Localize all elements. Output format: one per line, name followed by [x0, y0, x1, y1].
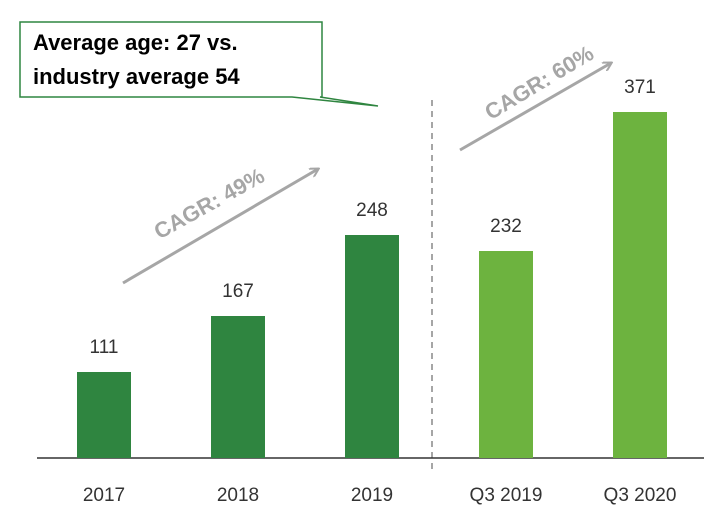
bar — [345, 235, 399, 458]
cagr-label: CAGR: 60% — [480, 40, 598, 124]
value-label: 371 — [624, 77, 656, 98]
x-tick-label: Q3 2020 — [604, 485, 677, 506]
value-label: 111 — [90, 337, 119, 358]
arrow — [122, 169, 318, 285]
x-tick-label: 2017 — [83, 485, 125, 506]
x-tick-label: 2019 — [351, 485, 393, 506]
bar — [77, 372, 131, 458]
callout-box — [19, 21, 379, 107]
bar — [479, 251, 533, 458]
x-tick-label: 2018 — [217, 485, 259, 506]
callout-line: Average age: 27 vs. — [33, 30, 238, 55]
callout-line: industry average 54 — [33, 64, 240, 89]
bar — [613, 112, 667, 458]
bar — [211, 316, 265, 458]
value-label: 232 — [490, 216, 522, 237]
value-label: 248 — [356, 200, 388, 221]
arrow — [459, 63, 611, 152]
x-tick-label: Q3 2019 — [470, 485, 543, 506]
value-label: 167 — [222, 281, 254, 302]
